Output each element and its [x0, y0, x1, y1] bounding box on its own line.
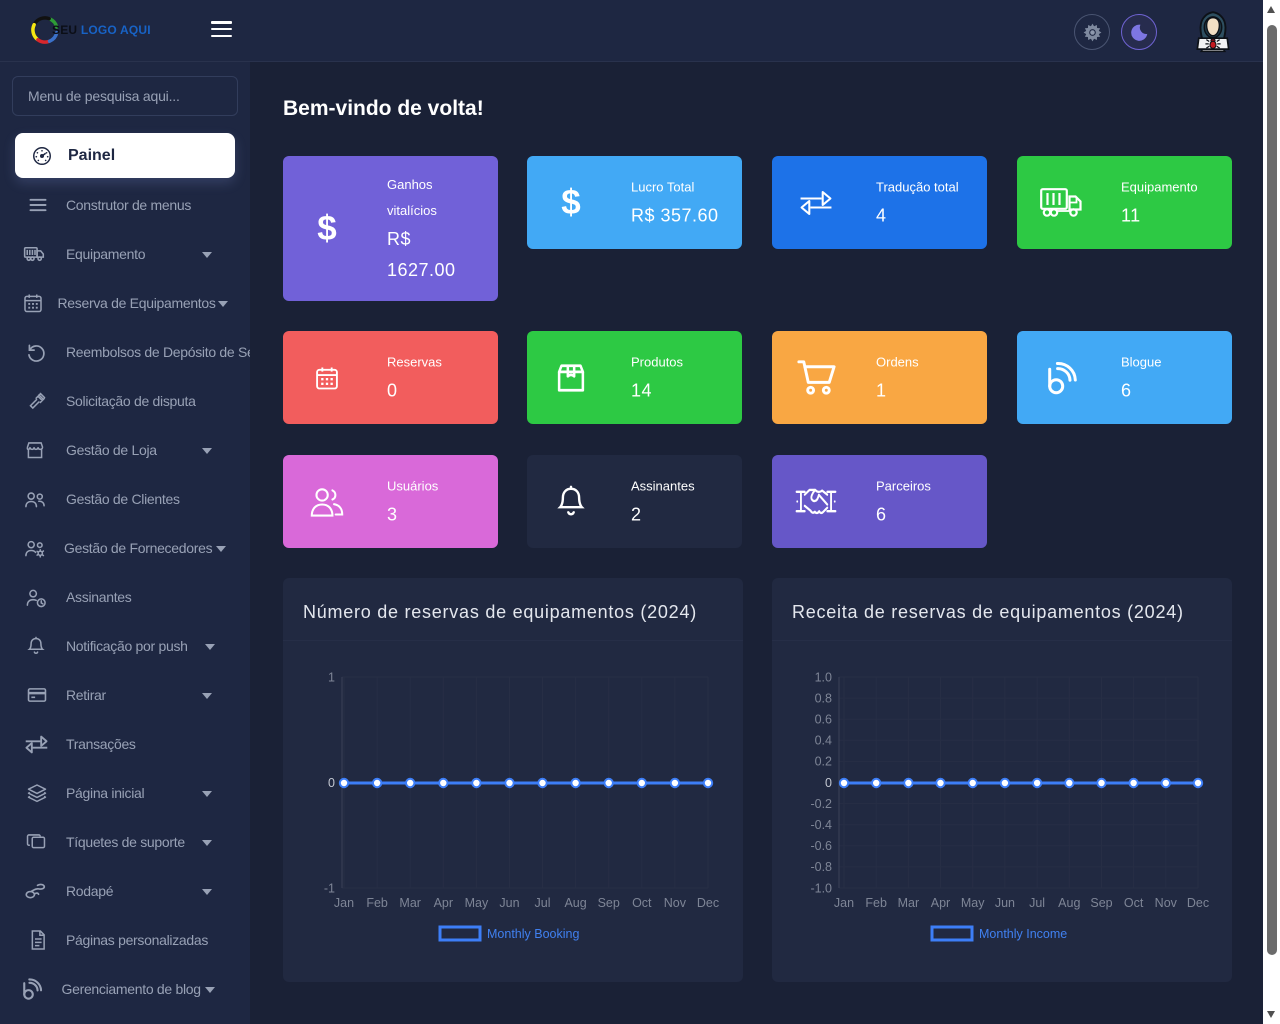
svg-text:Nov: Nov [1155, 896, 1178, 910]
svg-text:Dec: Dec [697, 896, 719, 910]
svg-text:Apr: Apr [931, 896, 950, 910]
svg-text:Aug: Aug [1058, 896, 1080, 910]
svg-text:Mar: Mar [898, 896, 920, 910]
svg-text:-0.2: -0.2 [810, 797, 832, 811]
svg-text:Jul: Jul [1029, 896, 1045, 910]
svg-text:Apr: Apr [434, 896, 453, 910]
svg-text:1: 1 [328, 670, 335, 684]
svg-text:Jan: Jan [334, 896, 354, 910]
svg-text:Aug: Aug [564, 896, 586, 910]
svg-text:Sep: Sep [1090, 896, 1112, 910]
svg-text:Monthly Income: Monthly Income [979, 927, 1067, 941]
svg-text:Jul: Jul [535, 896, 551, 910]
svg-text:Dec: Dec [1187, 896, 1209, 910]
svg-text:0.2: 0.2 [815, 755, 832, 769]
svg-text:0.4: 0.4 [815, 734, 832, 748]
svg-text:-1: -1 [324, 881, 335, 895]
svg-text:Oct: Oct [1124, 896, 1144, 910]
svg-text:0: 0 [825, 776, 832, 790]
svg-text:-0.6: -0.6 [810, 839, 832, 853]
svg-text:Jun: Jun [995, 896, 1015, 910]
svg-text:-0.4: -0.4 [810, 818, 832, 832]
svg-text:May: May [465, 896, 489, 910]
svg-text:0: 0 [328, 776, 335, 790]
svg-text:Oct: Oct [632, 896, 652, 910]
svg-text:-0.8: -0.8 [810, 860, 832, 874]
svg-text:Jan: Jan [834, 896, 854, 910]
svg-text:Sep: Sep [598, 896, 620, 910]
svg-text:Feb: Feb [366, 896, 388, 910]
svg-text:Monthly Booking: Monthly Booking [487, 927, 579, 941]
svg-text:Mar: Mar [399, 896, 421, 910]
svg-text:Jun: Jun [499, 896, 519, 910]
svg-text:May: May [961, 896, 985, 910]
svg-text:-1.0: -1.0 [810, 881, 832, 895]
svg-text:1.0: 1.0 [815, 670, 832, 684]
svg-text:0.8: 0.8 [815, 691, 832, 705]
svg-text:Feb: Feb [865, 896, 887, 910]
svg-text:Nov: Nov [664, 896, 687, 910]
svg-text:0.6: 0.6 [815, 712, 832, 726]
